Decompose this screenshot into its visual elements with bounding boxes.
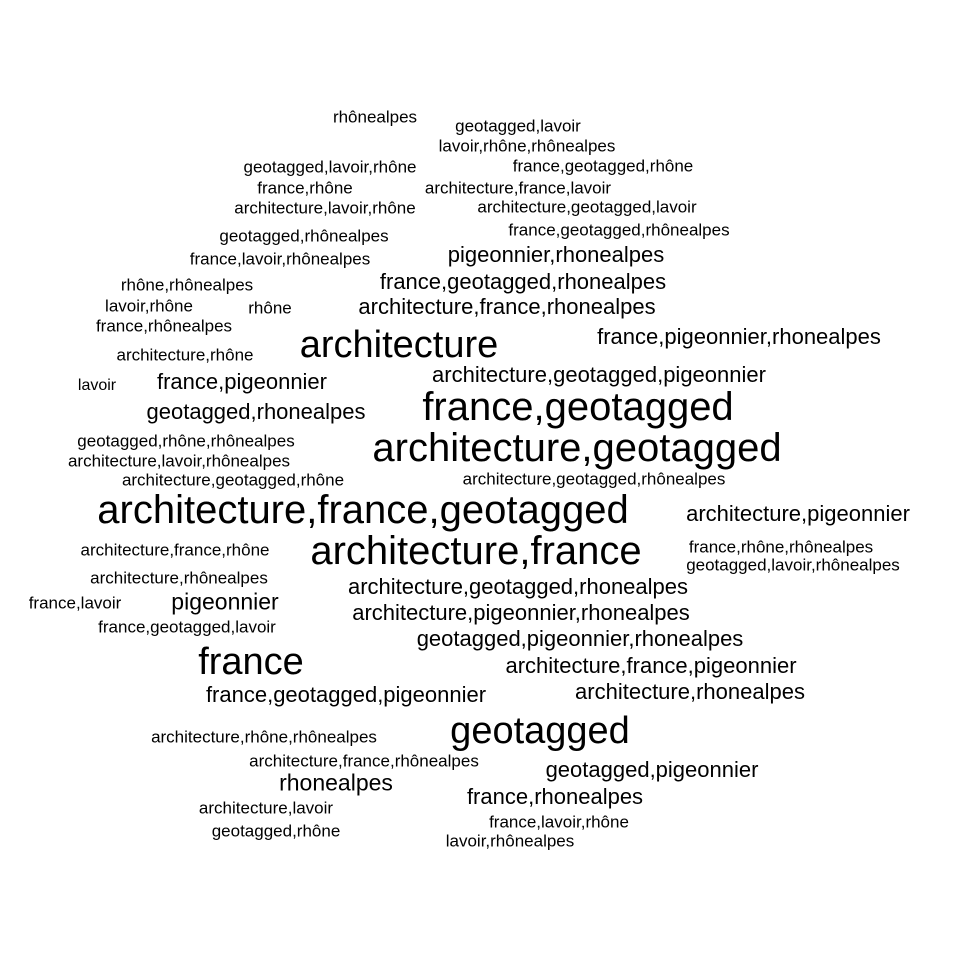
cloud-word: france xyxy=(198,641,304,683)
cloud-word: architecture,lavoir,rhônealpes xyxy=(67,451,291,471)
cloud-word: architecture,france,geotagged xyxy=(97,488,629,532)
cloud-word: rhônealpes xyxy=(332,107,418,127)
cloud-word: france,rhône xyxy=(257,178,353,198)
cloud-word: architecture,rhône xyxy=(116,345,254,365)
cloud-word: france,geotagged,rhonealpes xyxy=(379,269,667,294)
cloud-word: architecture,france,rhônealpes xyxy=(249,751,479,771)
cloud-word: architecture,geotagged,rhônealpes xyxy=(462,469,726,489)
cloud-word: architecture,pigeonnier,rhonealpes xyxy=(352,600,690,625)
cloud-word: france,geotagged,lavoir xyxy=(98,617,276,637)
cloud-word: france,geotagged,rhône xyxy=(512,156,694,176)
cloud-word: pigeonnier xyxy=(171,588,279,615)
cloud-word: france,pigeonnier,rhonealpes xyxy=(597,324,881,349)
cloud-word: france,lavoir xyxy=(28,593,122,613)
cloud-word: france,pigeonnier xyxy=(156,369,328,394)
cloud-word: architecture xyxy=(299,324,499,366)
cloud-word: geotagged,lavoir xyxy=(455,116,581,136)
cloud-word: architecture,rhône,rhônealpes xyxy=(151,727,377,747)
cloud-word: architecture,france,lavoir xyxy=(424,178,612,198)
cloud-word: lavoir,rhône,rhônealpes xyxy=(438,136,616,156)
cloud-word: architecture,geotagged,rhône xyxy=(121,470,345,490)
cloud-word: lavoir,rhône xyxy=(105,296,193,316)
cloud-word: france,lavoir,rhône xyxy=(489,812,629,832)
cloud-word: architecture,france xyxy=(310,529,642,573)
cloud-word: france,rhônealpes xyxy=(95,316,233,336)
cloud-word: rhône,rhônealpes xyxy=(120,275,254,295)
cloud-word: architecture,france,rhône xyxy=(80,540,270,560)
cloud-word: france,rhonealpes xyxy=(466,784,644,809)
cloud-word: geotagged,rhône xyxy=(211,821,341,841)
cloud-word: lavoir,rhônealpes xyxy=(445,831,575,851)
cloud-word: france,geotagged xyxy=(422,385,734,429)
cloud-word: lavoir xyxy=(77,377,117,394)
cloud-word: france,geotagged,pigeonnier xyxy=(205,682,487,707)
cloud-word: architecture,france,rhonealpes xyxy=(358,294,656,319)
cloud-word: architecture,rhônealpes xyxy=(90,568,268,588)
cloud-word: geotagged,lavoir,rhône xyxy=(243,157,417,177)
cloud-word: architecture,france,pigeonnier xyxy=(505,653,797,678)
cloud-word: geotagged,rhônealpes xyxy=(219,226,389,246)
cloud-word: architecture,geotagged xyxy=(372,426,782,470)
cloud-word: architecture,geotagged,pigeonnier xyxy=(432,362,766,387)
cloud-word: france,rhône,rhônealpes xyxy=(688,537,874,557)
cloud-word: geotagged,rhône,rhônealpes xyxy=(77,431,295,451)
cloud-word: france,geotagged,rhônealpes xyxy=(508,220,730,240)
cloud-word: geotagged,pigeonnier xyxy=(545,757,759,782)
cloud-word: architecture,lavoir,rhône xyxy=(234,198,416,218)
cloud-word: rhône xyxy=(248,298,292,318)
cloud-word: architecture,pigeonnier xyxy=(686,501,910,526)
cloud-word: architecture,lavoir xyxy=(198,798,334,818)
cloud-word: architecture,geotagged,lavoir xyxy=(477,197,697,217)
cloud-word: architecture,rhonealpes xyxy=(575,679,805,704)
cloud-word: architecture,geotagged,rhonealpes xyxy=(347,574,689,599)
cloud-word: geotagged,pigeonnier,rhonealpes xyxy=(416,626,744,651)
cloud-word: geotagged,lavoir,rhônealpes xyxy=(686,555,900,575)
cloud-word: france,lavoir,rhônealpes xyxy=(189,249,371,269)
cloud-word: geotagged xyxy=(450,710,630,752)
cloud-word: geotagged,rhonealpes xyxy=(146,399,366,424)
cloud-word: rhonealpes xyxy=(279,769,393,796)
cloud-word: pigeonnier,rhonealpes xyxy=(447,242,665,267)
